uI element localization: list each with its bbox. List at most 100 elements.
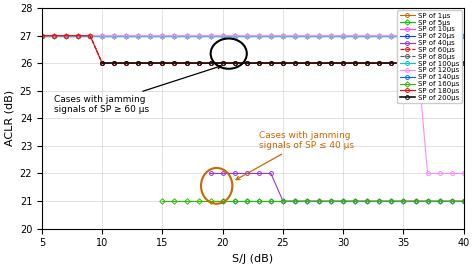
SP of 100μs: [244, 34, 250, 37]
SP of 180μs: [316, 62, 322, 65]
SP of 100μs: [172, 34, 177, 37]
SP of 20μs: [449, 34, 455, 37]
SP of 100μs: [39, 34, 45, 37]
SP of 140μs: [437, 199, 442, 203]
SP of 160μs: [208, 199, 213, 203]
SP of 100μs: [196, 34, 201, 37]
SP of 80μs: [413, 62, 419, 65]
SP of 200μs: [100, 62, 105, 65]
SP of 5μs: [244, 34, 250, 37]
SP of 60μs: [172, 62, 177, 65]
SP of 180μs: [437, 62, 442, 65]
Y-axis label: ACLR (dB): ACLR (dB): [4, 90, 14, 146]
SP of 1μs: [100, 34, 105, 37]
SP of 140μs: [425, 199, 430, 203]
SP of 80μs: [376, 62, 382, 65]
SP of 60μs: [449, 62, 455, 65]
SP of 40μs: [316, 199, 322, 203]
SP of 1μs: [87, 34, 93, 37]
SP of 200μs: [328, 62, 334, 65]
SP of 120μs: [461, 172, 466, 175]
SP of 1μs: [437, 34, 442, 37]
SP of 160μs: [328, 199, 334, 203]
SP of 10μs: [160, 34, 165, 37]
SP of 120μs: [87, 34, 93, 37]
SP of 120μs: [147, 34, 153, 37]
SP of 100μs: [160, 34, 165, 37]
SP of 200μs: [376, 62, 382, 65]
SP of 120μs: [220, 34, 226, 37]
SP of 120μs: [100, 34, 105, 37]
SP of 1μs: [184, 34, 190, 37]
SP of 60μs: [292, 62, 298, 65]
SP of 60μs: [280, 62, 286, 65]
SP of 140μs: [461, 199, 466, 203]
SP of 60μs: [220, 62, 226, 65]
SP of 80μs: [100, 62, 105, 65]
SP of 160μs: [461, 199, 466, 203]
SP of 40μs: [376, 199, 382, 203]
SP of 180μs: [413, 62, 419, 65]
SP of 160μs: [184, 199, 190, 203]
SP of 5μs: [160, 34, 165, 37]
SP of 80μs: [123, 62, 129, 65]
SP of 60μs: [75, 34, 81, 37]
SP of 180μs: [220, 62, 226, 65]
SP of 80μs: [184, 62, 190, 65]
SP of 80μs: [268, 62, 274, 65]
SP of 140μs: [328, 199, 334, 203]
SP of 80μs: [328, 62, 334, 65]
SP of 160μs: [389, 199, 394, 203]
SP of 120μs: [352, 34, 358, 37]
SP of 80μs: [63, 34, 69, 37]
SP of 180μs: [340, 62, 346, 65]
SP of 140μs: [316, 199, 322, 203]
SP of 5μs: [39, 34, 45, 37]
SP of 100μs: [292, 34, 298, 37]
SP of 180μs: [268, 62, 274, 65]
SP of 10μs: [328, 34, 334, 37]
SP of 5μs: [136, 34, 141, 37]
SP of 100μs: [304, 34, 310, 37]
SP of 100μs: [123, 34, 129, 37]
SP of 5μs: [316, 34, 322, 37]
SP of 180μs: [461, 62, 466, 65]
SP of 10μs: [365, 34, 370, 37]
SP of 60μs: [87, 34, 93, 37]
SP of 140μs: [244, 199, 250, 203]
SP of 20μs: [401, 34, 406, 37]
SP of 5μs: [437, 34, 442, 37]
SP of 80μs: [292, 62, 298, 65]
SP of 100μs: [413, 34, 419, 37]
SP of 5μs: [389, 34, 394, 37]
SP of 80μs: [147, 62, 153, 65]
SP of 80μs: [304, 62, 310, 65]
SP of 180μs: [449, 62, 455, 65]
SP of 160μs: [316, 199, 322, 203]
SP of 180μs: [184, 62, 190, 65]
SP of 20μs: [87, 34, 93, 37]
SP of 120μs: [184, 34, 190, 37]
Line: SP of 20μs: SP of 20μs: [40, 34, 465, 38]
SP of 160μs: [232, 199, 237, 203]
SP of 80μs: [280, 62, 286, 65]
SP of 40μs: [437, 199, 442, 203]
SP of 200μs: [425, 62, 430, 65]
SP of 120μs: [51, 34, 57, 37]
SP of 100μs: [256, 34, 262, 37]
SP of 10μs: [220, 34, 226, 37]
Legend: SP of 1μs, SP of 5μs, SP of 10μs, SP of 20μs, SP of 40μs, SP of 60μs, SP of 80μs: SP of 1μs, SP of 5μs, SP of 10μs, SP of …: [397, 10, 462, 103]
SP of 60μs: [208, 62, 213, 65]
SP of 20μs: [111, 34, 117, 37]
SP of 1μs: [268, 34, 274, 37]
SP of 180μs: [208, 62, 213, 65]
SP of 20μs: [437, 34, 442, 37]
SP of 160μs: [268, 199, 274, 203]
SP of 10μs: [292, 34, 298, 37]
SP of 120μs: [256, 34, 262, 37]
Line: SP of 100μs: SP of 100μs: [40, 34, 465, 38]
SP of 5μs: [401, 34, 406, 37]
SP of 140μs: [365, 199, 370, 203]
SP of 5μs: [256, 34, 262, 37]
SP of 180μs: [292, 62, 298, 65]
